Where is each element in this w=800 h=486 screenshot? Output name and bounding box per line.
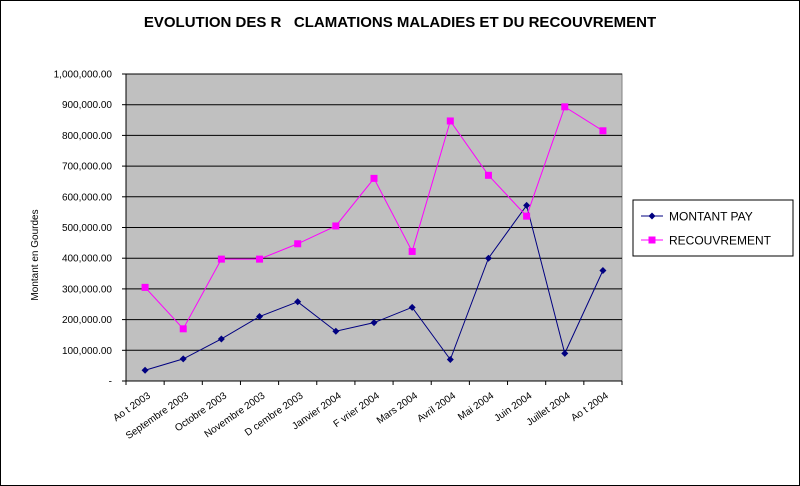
data-point xyxy=(370,319,378,327)
data-point xyxy=(370,174,378,182)
x-tick-label: Ao t 2004 xyxy=(569,390,611,424)
y-tick-label: 100,000.00 xyxy=(62,346,112,357)
data-point xyxy=(484,171,492,179)
data-point xyxy=(179,355,187,363)
y-tick-label: 1,000,000.00 xyxy=(54,70,113,81)
y-tick-label: - xyxy=(109,377,112,388)
legend-label: RECOUVREMENT xyxy=(669,234,772,248)
y-tick-label: 600,000.00 xyxy=(62,192,112,203)
data-point xyxy=(599,127,607,135)
data-point xyxy=(561,349,569,357)
x-tick-label: Mai 2004 xyxy=(456,390,496,423)
data-point xyxy=(256,313,264,321)
chart-title: EVOLUTION DES R CLAMATIONS MALADIES ET D… xyxy=(143,14,657,31)
data-point xyxy=(599,266,607,274)
legend: MONTANT PAY RECOUVREMENT xyxy=(632,199,794,257)
data-point xyxy=(217,335,225,343)
y-axis-label: Montant en Gourdes xyxy=(30,209,41,300)
x-tick-label: Juillet 2004 xyxy=(525,390,573,428)
data-point xyxy=(294,298,302,306)
x-tick-label: Avril 2004 xyxy=(415,390,458,425)
legend-box xyxy=(632,199,794,257)
data-point xyxy=(523,201,531,209)
data-point xyxy=(294,240,302,248)
series-recouvrement xyxy=(141,103,607,333)
y-tick-label: 800,000.00 xyxy=(62,131,112,142)
y-tick-label: 500,000.00 xyxy=(62,223,112,234)
data-point xyxy=(446,117,454,125)
data-point xyxy=(408,247,416,255)
y-tick-label: 400,000.00 xyxy=(62,254,112,265)
y-tick-label: 200,000.00 xyxy=(62,315,112,326)
y-tick-label: 300,000.00 xyxy=(62,284,112,295)
data-point xyxy=(561,103,569,111)
data-point xyxy=(408,303,416,311)
data-point xyxy=(446,356,454,364)
data-point xyxy=(523,212,531,220)
y-tick-label: 700,000.00 xyxy=(62,162,112,173)
legend-marker xyxy=(648,236,656,244)
x-tick-label: Mars 2004 xyxy=(375,390,420,426)
data-point xyxy=(179,325,187,333)
series-montant-pay xyxy=(141,201,607,374)
data-point xyxy=(256,255,264,263)
series xyxy=(141,103,607,374)
data-point xyxy=(484,254,492,262)
data-point xyxy=(217,255,225,263)
legend-label: MONTANT PAY xyxy=(669,210,753,224)
y-axis-ticks: - 100,000.00 200,000.00 300,000.00 400,000.0… xyxy=(54,70,126,388)
legend-marker xyxy=(648,212,656,220)
y-tick-label: 900,000.00 xyxy=(62,100,112,111)
grid-lines xyxy=(126,73,622,351)
data-point xyxy=(332,222,340,230)
data-point xyxy=(332,327,340,335)
data-point xyxy=(141,283,149,291)
data-point xyxy=(141,366,149,374)
